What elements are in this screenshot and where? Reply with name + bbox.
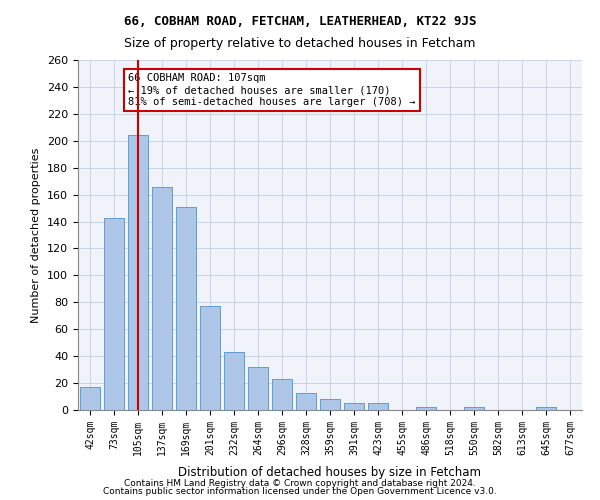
Bar	[224, 352, 244, 410]
Bar	[248, 367, 268, 410]
Bar	[368, 404, 388, 410]
Bar	[80, 387, 100, 410]
Bar	[536, 408, 556, 410]
Bar	[128, 136, 148, 410]
Text: Contains public sector information licensed under the Open Government Licence v3: Contains public sector information licen…	[103, 487, 497, 496]
Text: Contains HM Land Registry data © Crown copyright and database right 2024.: Contains HM Land Registry data © Crown c…	[124, 478, 476, 488]
Bar	[200, 306, 220, 410]
Text: 66 COBHAM ROAD: 107sqm
← 19% of detached houses are smaller (170)
81% of semi-de: 66 COBHAM ROAD: 107sqm ← 19% of detached…	[128, 74, 416, 106]
Bar	[176, 206, 196, 410]
Y-axis label: Number of detached properties: Number of detached properties	[31, 148, 41, 322]
Text: 66, COBHAM ROAD, FETCHAM, LEATHERHEAD, KT22 9JS: 66, COBHAM ROAD, FETCHAM, LEATHERHEAD, K…	[124, 15, 476, 28]
Bar	[344, 404, 364, 410]
X-axis label: Distribution of detached houses by size in Fetcham: Distribution of detached houses by size …	[179, 466, 482, 479]
Bar	[296, 392, 316, 410]
Bar	[104, 218, 124, 410]
Bar	[416, 408, 436, 410]
Bar	[272, 379, 292, 410]
Bar	[152, 186, 172, 410]
Bar	[464, 408, 484, 410]
Bar	[320, 399, 340, 410]
Text: Size of property relative to detached houses in Fetcham: Size of property relative to detached ho…	[124, 38, 476, 51]
